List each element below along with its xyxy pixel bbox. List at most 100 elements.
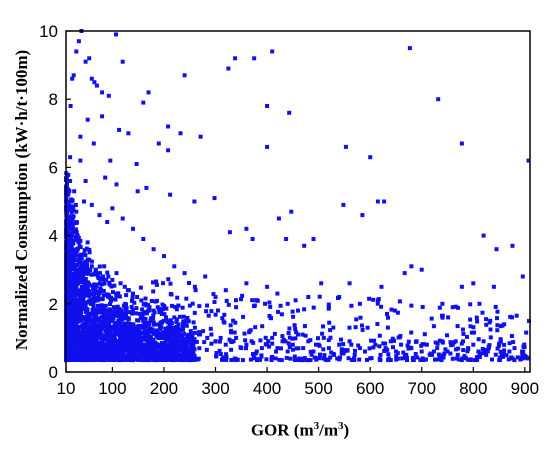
data-point [72,247,77,252]
data-point [90,339,95,344]
data-point [81,346,86,351]
data-point [124,337,129,342]
data-point [151,289,156,294]
data-point [155,322,160,327]
data-point [66,187,71,192]
data-point [82,248,87,253]
data-point [149,347,154,352]
data-point [486,346,491,351]
x-tick-label: 400 [253,379,281,398]
data-point [182,345,187,350]
data-point [134,345,138,350]
data-point [375,301,380,306]
data-point [139,347,144,352]
data-point [88,355,93,360]
data-point [406,339,411,344]
data-point [168,349,172,354]
data-point [187,303,192,308]
data-point [119,309,124,314]
data-point [139,330,144,335]
data-point [109,333,114,338]
data-point [493,352,498,357]
data-point [173,356,178,361]
data-point [437,305,442,310]
data-point [116,291,121,296]
data-point [187,338,192,343]
data-point [106,294,110,299]
data-point [73,350,78,355]
data-point [343,144,348,149]
data-point [248,357,253,362]
data-point [129,356,133,361]
data-point [86,268,90,272]
data-point [80,291,85,296]
data-point [161,307,165,312]
data-point [75,234,80,239]
data-point [76,325,81,329]
data-point [382,199,387,204]
data-point [96,276,101,280]
data-point [144,311,149,316]
data-point [130,328,135,332]
data-point [494,247,499,252]
data-point [347,325,352,330]
data-point [75,348,80,353]
data-point [469,330,474,335]
data-point [185,316,190,320]
data-point [411,358,416,362]
data-point [481,339,486,344]
data-point [150,328,155,333]
data-point [66,254,71,259]
data-point [148,316,153,321]
data-point [405,358,409,362]
data-point [152,353,157,358]
data-point [154,279,159,284]
data-point [471,325,476,330]
data-point [186,353,191,358]
data-point [156,334,161,339]
data-point [81,264,86,269]
data-point [174,320,179,324]
data-point [269,358,274,362]
data-point [71,214,76,219]
data-point [117,294,122,299]
data-point [120,317,125,322]
data-point [176,327,181,332]
data-point [432,349,436,354]
y-axis: 0 2 4 6 8 10 [39,22,71,382]
data-point [151,316,156,321]
data-point [360,213,365,218]
data-point [74,275,79,280]
data-point [97,281,102,286]
data-point [70,340,75,345]
data-point [224,298,229,303]
data-point [498,349,503,354]
data-point [220,357,224,362]
data-point [98,340,103,345]
data-point [192,325,197,330]
data-point [317,294,322,299]
data-point [497,342,502,347]
data-point [149,299,154,303]
data-point [241,314,246,319]
data-point [321,335,326,340]
data-point [83,304,88,309]
data-point [162,312,167,317]
data-point [275,291,280,296]
data-point [265,342,270,347]
data-point [208,326,213,331]
data-point [89,311,94,316]
data-point [111,305,116,310]
data-point [302,324,307,329]
data-point [121,341,126,346]
data-point [249,339,254,344]
data-point [114,182,119,187]
data-point [119,343,124,347]
data-point [76,277,81,282]
data-point [409,264,414,269]
data-point [73,250,78,255]
data-point [69,236,74,241]
data-point [172,264,177,269]
data-point [204,309,209,314]
data-point [484,322,489,327]
